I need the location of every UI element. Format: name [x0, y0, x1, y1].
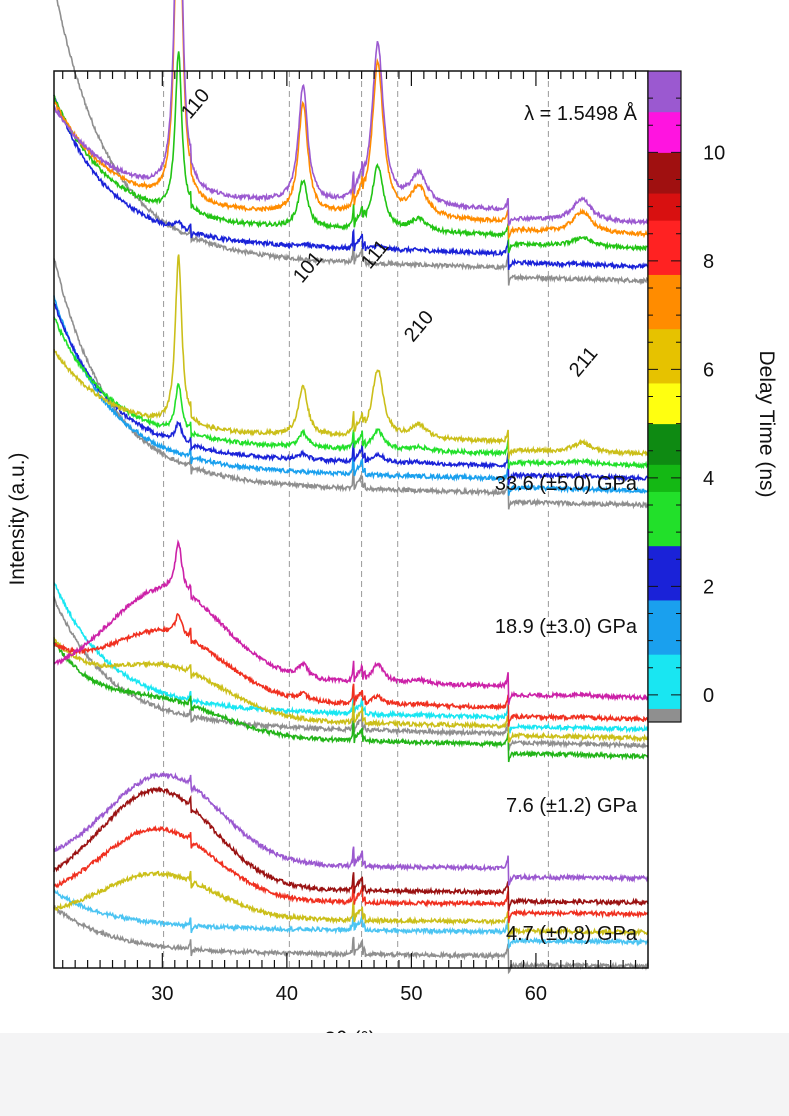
- colorbar-tick-label: 8: [703, 251, 714, 273]
- colorbar-segment: [648, 491, 681, 547]
- xrd-curve: [53, 639, 649, 763]
- xrd-curve: [53, 258, 649, 510]
- pressure-label: 33.6 (±5.0) GPa: [495, 473, 638, 495]
- colorbar-tick-label: 2: [703, 576, 714, 598]
- colorbar-tick-label: 0: [703, 685, 714, 707]
- xrd-curve: [53, 302, 649, 485]
- colorbar-segment: [648, 708, 681, 723]
- pressure-label: 4.7 (±0.8) GPa: [506, 923, 638, 945]
- colorbar-tick-label: 10: [703, 142, 725, 164]
- xrd-curve: [53, 0, 649, 226]
- x-tick-label: 60: [525, 983, 547, 1005]
- axes: 30 40 50 60: [53, 70, 649, 1005]
- colorbar-segment: [648, 545, 681, 601]
- pressure-label: 18.9 (±3.0) GPa: [495, 616, 638, 638]
- colorbar-segment: [648, 152, 681, 194]
- xrd-curve: [53, 94, 649, 271]
- colorbar-segment: [648, 220, 681, 275]
- colorbar-tick-label: 4: [703, 468, 714, 490]
- colorbar-segment: [648, 654, 681, 709]
- xrd-curve: [53, 0, 649, 241]
- x-tick-label: 30: [151, 983, 173, 1005]
- plot-area: [53, 0, 649, 975]
- colorbar-segment: [648, 274, 681, 330]
- colorbar-segment: [648, 71, 681, 113]
- xrd-curve: [53, 905, 649, 975]
- xrd-curve: [53, 888, 649, 949]
- wavelength-label: λ = 1.5498 Å: [524, 102, 638, 125]
- colorbar-label: Delay Time (ns): [755, 350, 778, 497]
- xrd-curve: [53, 785, 649, 912]
- colorbar-segment: [648, 423, 681, 465]
- x-tick-label: 50: [400, 983, 422, 1005]
- xrd-curve: [53, 582, 649, 735]
- xrd-curve: [53, 316, 649, 470]
- x-tick-label: 40: [276, 983, 298, 1005]
- bottom-band: [0, 1033, 789, 1116]
- xrd-curve: [53, 637, 649, 743]
- colorbar-segment: [648, 193, 681, 221]
- xrd-curve: [53, 870, 649, 940]
- colorbar-segment: [648, 328, 681, 384]
- pressure-label: 7.6 (±1.2) GPa: [506, 795, 638, 817]
- colorbar: 0 2 4 6 8 10: [647, 70, 725, 723]
- xrd-curve: [53, 295, 649, 496]
- colorbar-tick-label: 6: [703, 359, 714, 381]
- pressure-labels: 33.6 (±5.0) GPa 18.9 (±3.0) GPa 7.6 (±1.2)…: [495, 473, 638, 945]
- xrd-curve: [53, 254, 649, 460]
- colorbar-segment: [648, 382, 681, 425]
- y-axis-label: Intensity (a.u.): [6, 452, 29, 585]
- xrd-curve: [53, 771, 649, 887]
- xrd-curve: [53, 824, 649, 924]
- colorbar-segment: [648, 111, 681, 153]
- xrd-curve: [53, 51, 649, 254]
- xrd-curve: [56, 0, 649, 286]
- colorbar-segment: [648, 599, 681, 655]
- xrd-curve: [53, 612, 649, 727]
- xrd-curve: [53, 539, 649, 705]
- xrd-curve: [53, 596, 649, 751]
